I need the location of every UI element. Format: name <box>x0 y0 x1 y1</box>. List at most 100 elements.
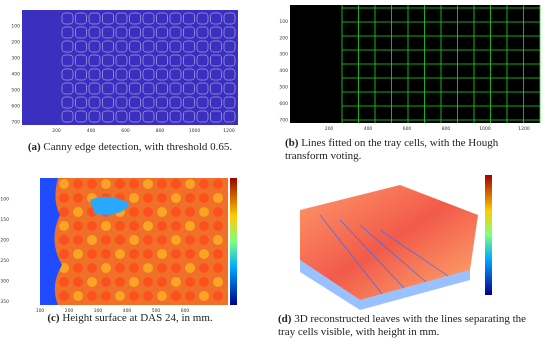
leaf <box>199 263 209 273</box>
cell-edge <box>61 110 74 123</box>
x-tick-label: 600 <box>181 308 190 314</box>
leaf <box>59 235 69 245</box>
cell-edge <box>210 40 222 53</box>
leaf <box>73 179 83 189</box>
cell-edge <box>142 26 155 39</box>
y-tick-label: 300 <box>11 56 20 62</box>
cell-edge <box>223 68 236 81</box>
leaf <box>129 235 139 245</box>
cell-edge <box>61 96 74 109</box>
leaf <box>73 221 83 231</box>
leaf <box>185 179 195 189</box>
cell-edge <box>223 82 236 95</box>
y-tick-label: 100 <box>0 197 9 203</box>
leaf <box>129 193 139 203</box>
cell-edge <box>183 68 195 81</box>
cell-edge <box>61 12 74 25</box>
x-tick-label: 500 <box>152 308 161 314</box>
leaf <box>143 249 153 259</box>
leaf <box>87 179 97 189</box>
cell-edge <box>88 110 101 123</box>
cell-edge <box>102 26 114 39</box>
cell-edge <box>129 110 141 123</box>
leaf <box>129 249 139 259</box>
y-tick-label: 500 <box>279 85 288 91</box>
cell-edge <box>156 110 168 123</box>
cell-edge <box>169 82 182 95</box>
cell-edge <box>196 96 209 109</box>
leaf <box>59 249 69 259</box>
cell-edge <box>129 68 141 81</box>
cell-edge <box>210 68 222 81</box>
leaf <box>213 263 223 273</box>
cell-edge <box>183 110 195 123</box>
leaf <box>171 263 181 273</box>
leaf <box>115 263 125 273</box>
leaf <box>213 207 223 217</box>
cell-edge <box>75 54 87 67</box>
x-tick-label: 1200 <box>518 126 530 132</box>
caption: transform voting. <box>285 150 362 162</box>
leaf <box>87 235 97 245</box>
leaf <box>115 221 125 231</box>
leaf <box>143 221 153 231</box>
cell-edge <box>75 26 87 39</box>
cell-edge <box>129 82 141 95</box>
leaf <box>185 277 195 287</box>
cell-edge <box>169 40 182 53</box>
cell-edge <box>169 96 182 109</box>
cell-edge <box>88 54 101 67</box>
y-tick-label: 400 <box>279 68 288 74</box>
x-tick-label: 400 <box>123 308 132 314</box>
cell-edge <box>61 54 74 67</box>
y-tick-label: 500 <box>11 88 20 94</box>
leaf <box>171 207 181 217</box>
cell-edge <box>102 82 114 95</box>
cell-edge <box>183 26 195 39</box>
leaf <box>213 179 223 189</box>
leaf <box>101 291 111 301</box>
y-tick-label: 350 <box>0 299 9 305</box>
leaf <box>157 193 167 203</box>
x-tick-label: 1000 <box>189 128 201 134</box>
leaf <box>171 235 181 245</box>
cell-edge <box>210 96 222 109</box>
surface <box>300 185 478 300</box>
y-tick-label: 100 <box>11 24 20 30</box>
cell-edge <box>169 68 182 81</box>
cell-edge <box>88 40 101 53</box>
cell-edge <box>129 40 141 53</box>
leaf <box>185 207 195 217</box>
cell-edge <box>210 82 222 95</box>
leaf <box>185 263 195 273</box>
leaf <box>129 179 139 189</box>
leaf <box>143 277 153 287</box>
tray-line <box>319 214 383 295</box>
leaf <box>73 263 83 273</box>
leaf <box>143 291 153 301</box>
leaf <box>171 193 181 203</box>
cell-edge <box>183 12 195 25</box>
cell-edge <box>142 40 155 53</box>
cell-edge <box>223 96 236 109</box>
cell-edge <box>196 26 209 39</box>
cell-edge <box>102 40 114 53</box>
leaf <box>171 221 181 231</box>
leaf <box>101 277 111 287</box>
leaf <box>59 179 69 189</box>
caption: (c) Height surface at DAS 24, in mm. <box>47 312 213 324</box>
leaf <box>87 221 97 231</box>
leaf <box>143 207 153 217</box>
cell-edge <box>142 54 155 67</box>
caption-text: 3D reconstructed leaves with the lines s… <box>294 313 526 325</box>
cell-edge <box>142 82 155 95</box>
leaf <box>129 207 139 217</box>
leaf <box>129 277 139 287</box>
leaf <box>87 277 97 287</box>
cell-edge <box>115 54 128 67</box>
cell-edge <box>88 26 101 39</box>
cell-edge <box>115 96 128 109</box>
cell-edge <box>196 110 209 123</box>
y-tick-label: 200 <box>0 238 9 244</box>
leaf <box>115 235 125 245</box>
